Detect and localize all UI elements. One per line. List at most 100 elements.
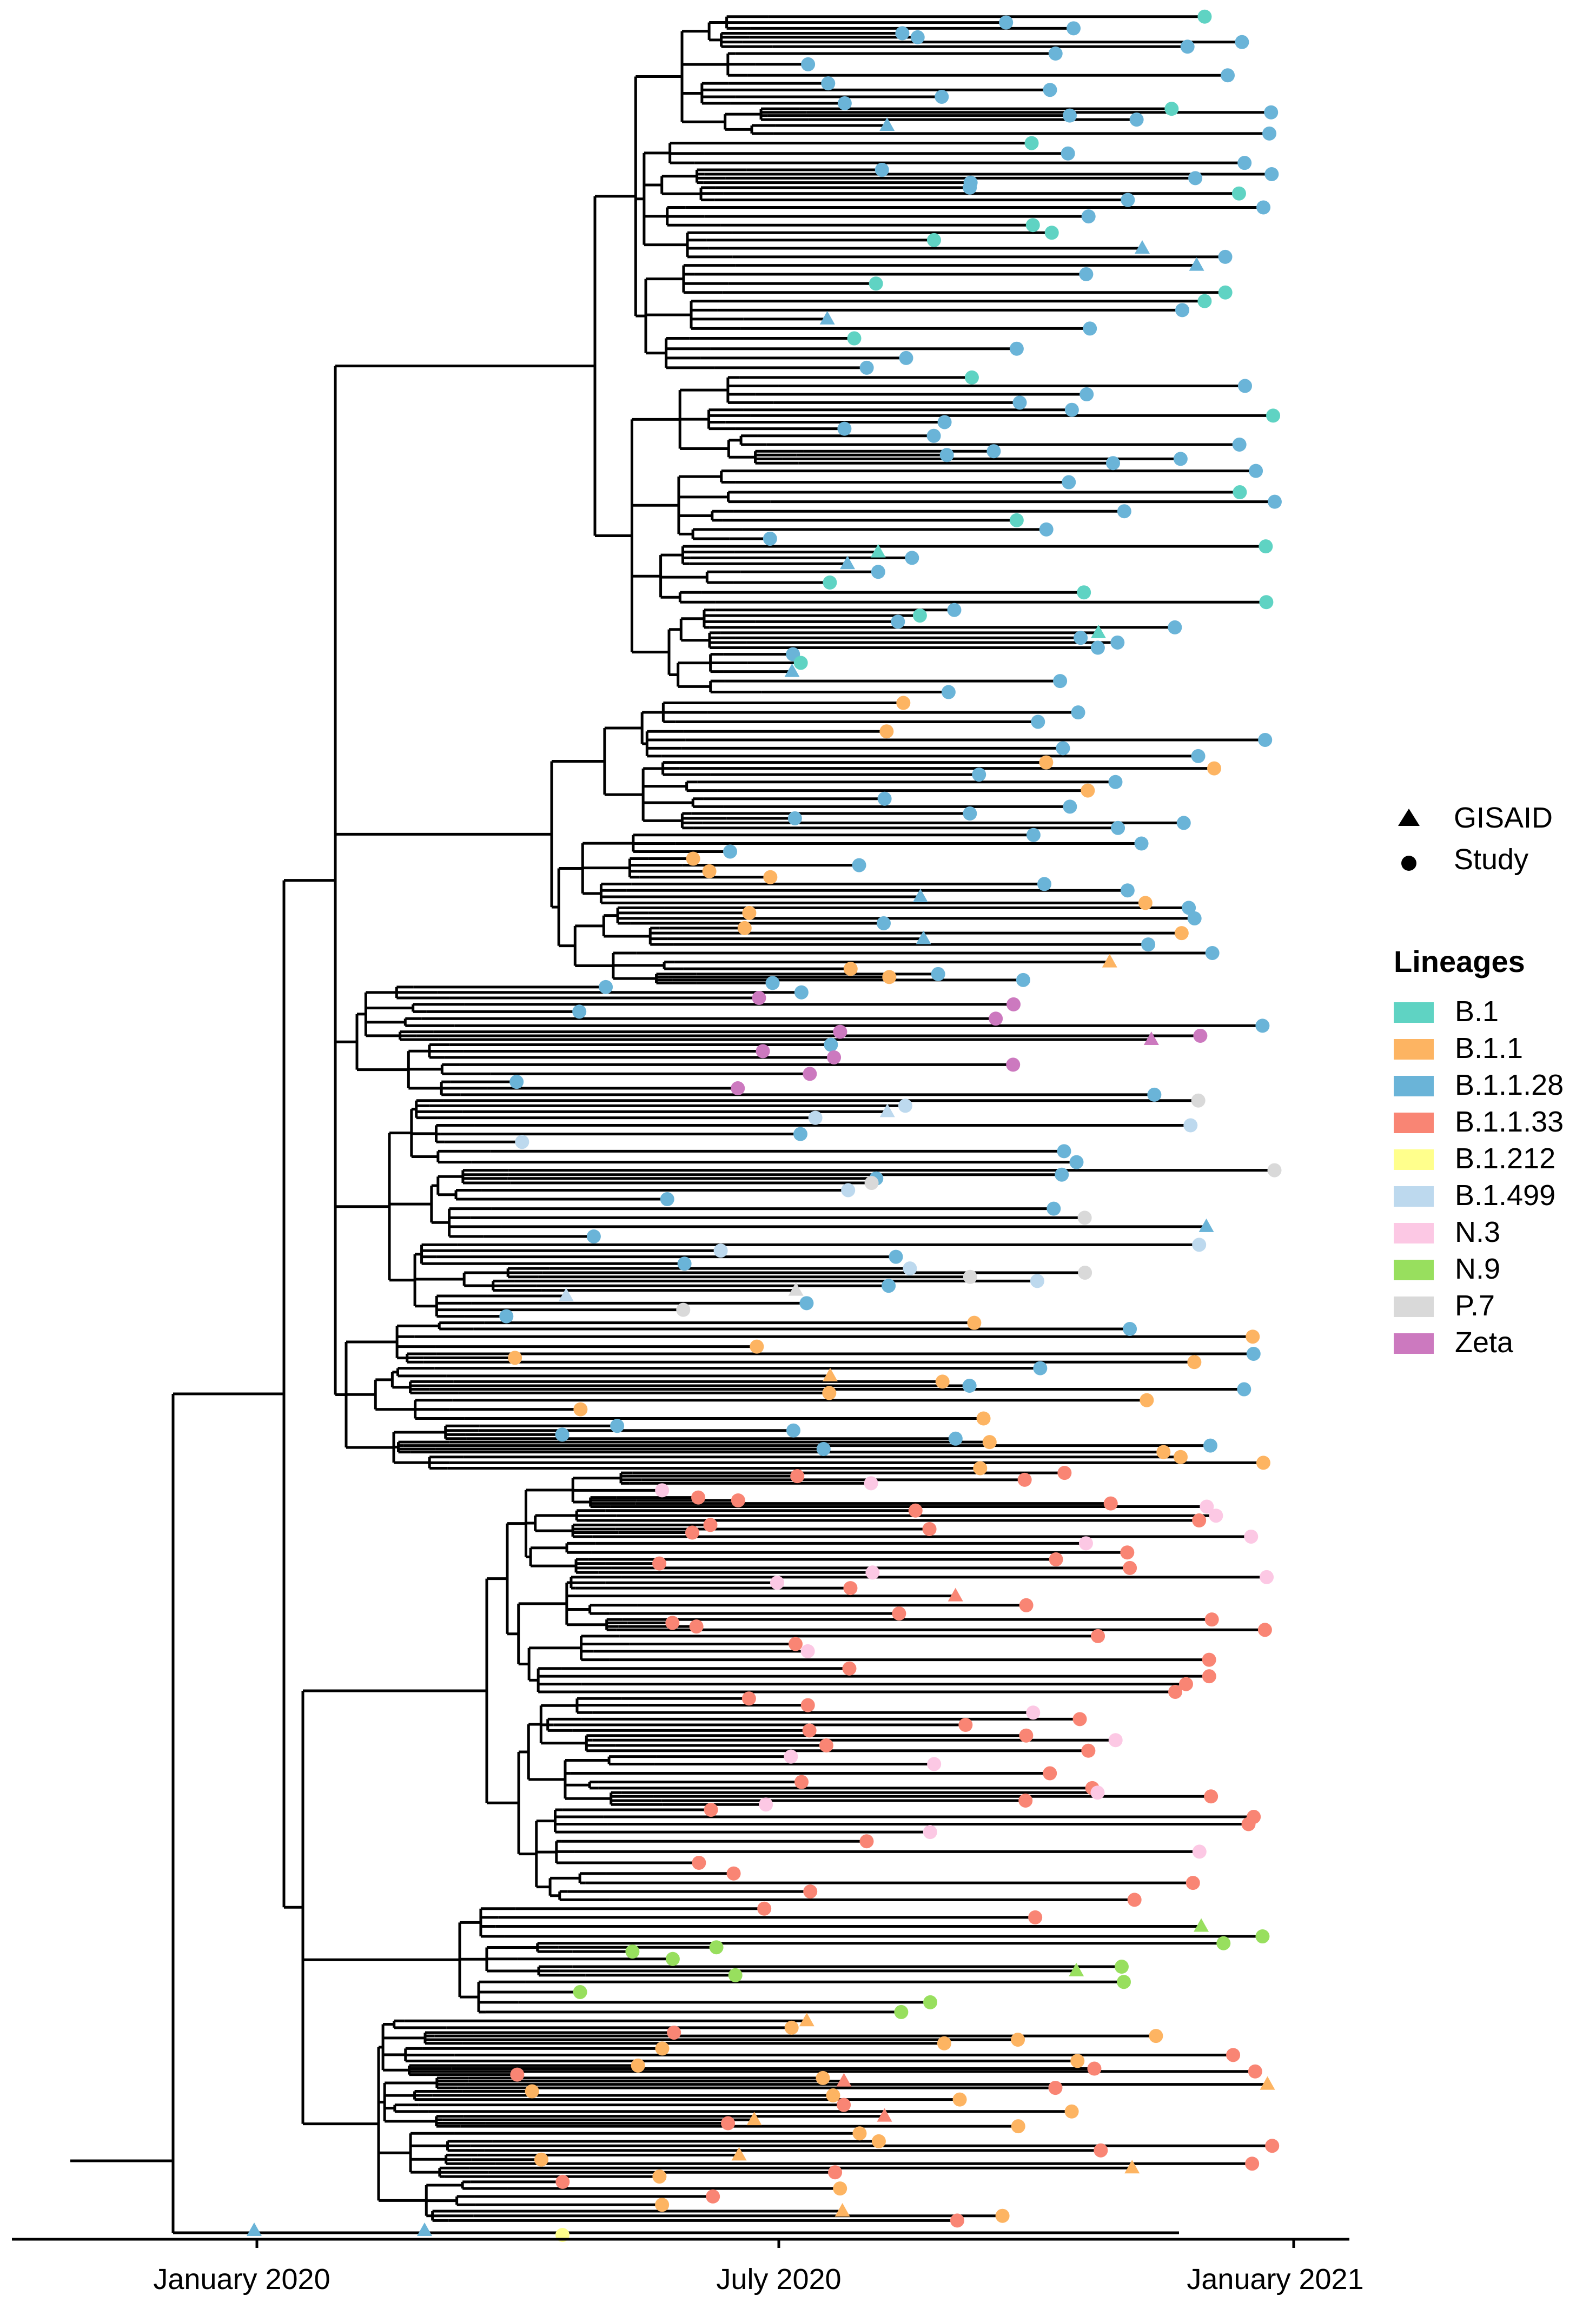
study-tip: [1072, 1712, 1087, 1727]
legend-swatch: [1394, 1223, 1434, 1243]
study-tip: [1087, 2061, 1102, 2076]
study-tip: [865, 1565, 880, 1580]
study-tip: [1123, 1321, 1137, 1336]
legend-lineage-label: B.1.1.28: [1455, 1069, 1564, 1101]
study-tip: [947, 603, 962, 617]
study-tip: [1187, 1355, 1202, 1370]
study-tip: [1205, 945, 1220, 960]
study-tip: [665, 1616, 680, 1630]
study-tip: [763, 531, 777, 546]
study-tip: [665, 1952, 680, 1966]
study-tip: [823, 575, 837, 590]
study-tip: [756, 1044, 770, 1059]
study-tip: [1077, 585, 1091, 600]
study-tip: [999, 15, 1014, 30]
x-tick-label: January 2020: [153, 2263, 330, 2296]
study-tip: [721, 2116, 736, 2131]
study-tip: [692, 1855, 706, 1870]
study-tip: [1203, 1438, 1217, 1453]
study-tip: [572, 1004, 587, 1019]
study-tip: [1071, 705, 1085, 720]
study-tip: [1259, 595, 1274, 610]
study-tip: [1256, 200, 1271, 215]
study-tip: [573, 1985, 587, 1999]
study-tip: [1238, 379, 1253, 393]
study-tip: [1018, 1793, 1033, 1808]
study-tip: [800, 1644, 815, 1658]
study-tip: [667, 2025, 681, 2040]
study-tip: [1218, 285, 1233, 300]
study-tip: [1037, 877, 1051, 891]
legend-swatch: [1394, 1186, 1434, 1207]
study-tip: [1180, 39, 1195, 54]
study-tip: [555, 2174, 570, 2189]
study-tip: [1188, 171, 1203, 186]
study-tip: [742, 905, 757, 920]
study-tip: [1061, 146, 1075, 161]
study-tip: [799, 1296, 814, 1311]
study-tip: [685, 1525, 699, 1540]
study-tip: [859, 360, 874, 375]
study-tip: [508, 1351, 522, 1365]
study-tip: [784, 1749, 798, 1764]
study-tip: [1019, 1598, 1034, 1612]
legend-swatch: [1394, 1333, 1434, 1354]
tree-branches: [70, 15, 1275, 2234]
study-tip: [923, 1995, 938, 2009]
study-tip: [1081, 783, 1095, 798]
study-tip: [702, 864, 717, 878]
study-tip: [1255, 1018, 1270, 1033]
study-tip: [1026, 1705, 1041, 1720]
study-tip: [1009, 341, 1024, 356]
study-tip: [706, 2189, 720, 2204]
study-tip: [1070, 2054, 1085, 2068]
gisaid-tip: [1102, 954, 1117, 968]
study-tip: [910, 30, 925, 44]
study-tip: [963, 1269, 977, 1284]
study-tip: [935, 89, 949, 104]
study-tip: [1187, 911, 1202, 925]
study-tip: [1048, 2081, 1063, 2095]
study-tip: [1182, 901, 1196, 915]
study-tip: [1176, 816, 1191, 830]
study-tip: [555, 1427, 569, 1442]
study-tip: [1127, 1893, 1142, 1907]
gisaid-tip: [839, 555, 855, 570]
legend-gisaid-label: GISAID: [1454, 802, 1553, 834]
study-tip: [1237, 156, 1252, 170]
study-tip: [1204, 1789, 1218, 1804]
study-tip: [1168, 620, 1182, 634]
study-tip: [1074, 631, 1088, 645]
gisaid-tip: [822, 1367, 838, 1381]
study-tip: [952, 2092, 967, 2107]
legend-lineage-label: B.1.212: [1455, 1142, 1555, 1175]
study-tip: [896, 696, 911, 710]
study-tip: [892, 1606, 906, 1621]
study-tip: [964, 370, 979, 385]
study-tip: [833, 1024, 847, 1039]
study-tip: [963, 180, 977, 195]
study-tip: [723, 844, 738, 859]
legend-swatch: [1394, 1296, 1434, 1317]
study-tip: [1140, 1393, 1154, 1407]
lineage-legend: Lineages B.1 B.1.1 B.1.1.28 B.1.1.33 B.1.212…: [1394, 944, 1564, 1359]
study-tip: [1175, 303, 1190, 317]
legend-lineage-label: N.3: [1455, 1216, 1500, 1248]
gisaid-tip: [835, 2202, 850, 2217]
study-tip: [842, 1661, 857, 1676]
study-tip: [879, 724, 894, 739]
gisaid-tip: [819, 310, 835, 325]
gisaid-tip: [1194, 1918, 1209, 1932]
study-tip: [652, 2169, 667, 2184]
study-tip: [937, 415, 952, 429]
study-tip: [1138, 896, 1153, 910]
study-tip: [1174, 926, 1189, 941]
study-tip: [1258, 732, 1273, 747]
legend-title: Lineages: [1394, 944, 1525, 978]
study-tip: [1103, 1496, 1118, 1511]
study-tip: [972, 768, 986, 782]
study-tip: [903, 1261, 917, 1276]
study-tip: [1069, 1155, 1084, 1169]
study-tip: [1091, 1629, 1105, 1643]
